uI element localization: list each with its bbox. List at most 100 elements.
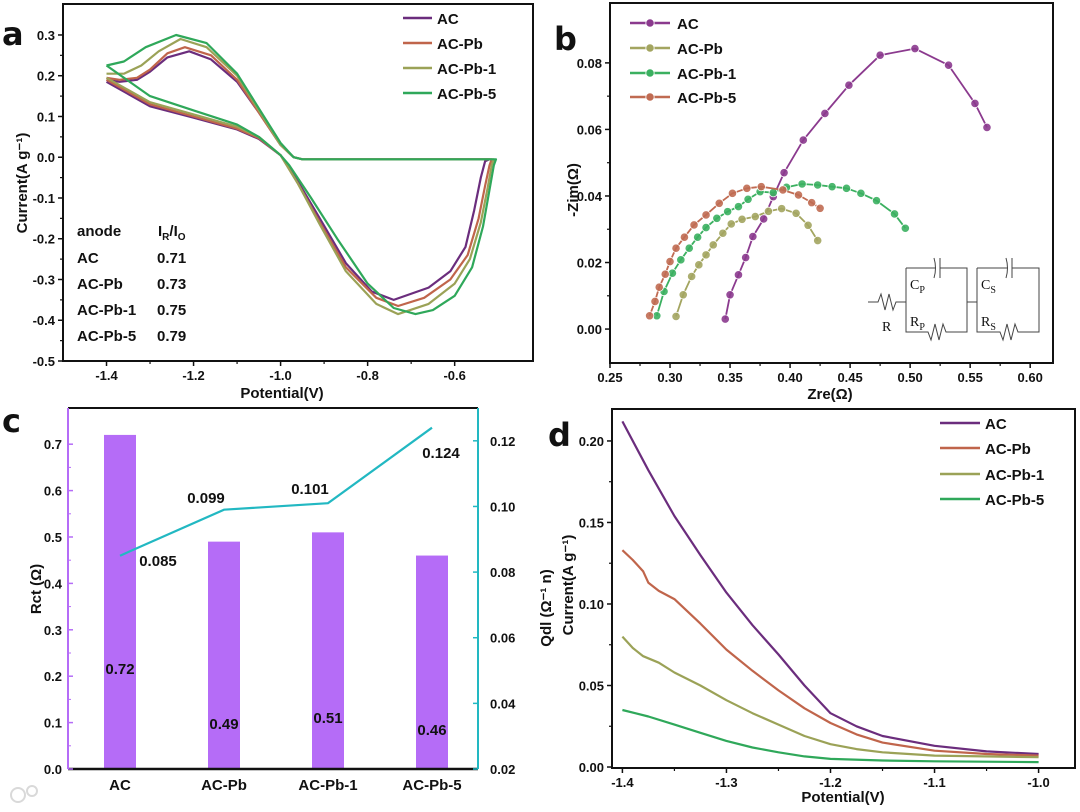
panel-b-data-point bbox=[813, 180, 823, 190]
rct-bar bbox=[416, 555, 448, 769]
panel-b-x-tick-label: 0.50 bbox=[897, 370, 922, 385]
annotation-anode-name: AC-Pb bbox=[77, 276, 123, 293]
panel-b-data-point bbox=[741, 252, 751, 263]
panel-b-data-point bbox=[720, 314, 730, 324]
panel-b-data-point bbox=[665, 256, 675, 267]
panel-c-left-tick-label: 0.5 bbox=[44, 530, 62, 545]
panel-b-data-point bbox=[943, 60, 954, 70]
panel-b-legend-label: AC bbox=[677, 16, 699, 33]
panel-b-x-tick-label: 0.35 bbox=[717, 370, 742, 385]
annotation-ratio-value: 0.75 bbox=[157, 302, 186, 319]
panel-b-y-tick-label: 0.08 bbox=[577, 56, 602, 71]
qdl-value-label: 0.101 bbox=[291, 481, 329, 498]
panel-c-right-y-axis-title: Qdl (Ω⁻¹ n) bbox=[538, 569, 555, 646]
panel-a-y-axis-title: Current(A g⁻¹) bbox=[14, 133, 31, 234]
panel-d-y-tick-label: 0.15 bbox=[579, 515, 604, 530]
panel-b-data-point bbox=[742, 183, 752, 193]
panel-b-data-point bbox=[793, 190, 804, 200]
rct-bar-value-label: 0.51 bbox=[313, 710, 342, 727]
panel-d-x-tick-label: -1.0 bbox=[1027, 775, 1049, 790]
panel-a-y-tick-label: 0.2 bbox=[37, 69, 55, 84]
panel-d-legend-label: AC-Pb-5 bbox=[985, 492, 1044, 509]
panel-b-data-point bbox=[759, 214, 769, 224]
panel-b-series-line-ac-pb-1 bbox=[655, 183, 907, 317]
panel-c-left-tick-label: 0.7 bbox=[44, 437, 62, 452]
panel-d-x-axis-title: Potential(V) bbox=[801, 789, 884, 806]
rct-bar bbox=[208, 541, 240, 769]
panel-b-data-point bbox=[748, 231, 758, 242]
rct-bar-value-label: 0.49 bbox=[209, 716, 238, 733]
panel-b-legend-label: AC-Pb-5 bbox=[677, 90, 736, 107]
panel-b-data-point bbox=[750, 212, 760, 222]
panel-b-data-point bbox=[779, 168, 789, 178]
panel-d-series-line-ac-pb bbox=[621, 549, 1039, 757]
annotation-anode-name: AC bbox=[77, 250, 99, 267]
equivalent-circuit-diagram bbox=[868, 257, 1040, 342]
panel-b-data-point bbox=[791, 208, 801, 218]
panel-d-x-tick-label: -1.1 bbox=[923, 775, 945, 790]
panel-b-data-point bbox=[650, 296, 660, 307]
category-label: AC-Pb bbox=[201, 777, 247, 794]
panel-b-data-point bbox=[684, 243, 694, 253]
category-label: AC-Pb-5 bbox=[402, 777, 461, 794]
annotation-anode-name: AC-Pb-5 bbox=[77, 328, 136, 345]
panel-b-data-point bbox=[815, 203, 825, 213]
qdl-line bbox=[119, 426, 433, 557]
panel-b-data-point bbox=[763, 206, 774, 216]
panel-b-series-line-ac bbox=[724, 47, 988, 320]
panel-c-right-tick-label: 0.06 bbox=[490, 631, 515, 646]
panel-b-data-point bbox=[797, 179, 807, 189]
panel-b-data-point bbox=[970, 98, 980, 109]
panel-d-legend-label: AC-Pb-1 bbox=[985, 467, 1044, 484]
panel-c-y-axis-title: Rct (Ω) bbox=[28, 564, 45, 614]
panel-b-data-point bbox=[694, 260, 704, 270]
panel-a-y-tick-label: 0.1 bbox=[37, 109, 55, 124]
panel-a-legend-label: AC bbox=[437, 11, 459, 28]
panel-a-x-tick-label: -1.0 bbox=[269, 368, 291, 383]
panel-a-y-tick-label: 0.0 bbox=[37, 150, 55, 165]
panel-b-data-point bbox=[875, 50, 885, 60]
panel-b: 0.25 0.30 0.35 0.40 0.45 0.50 0.55 0.60 0.00 0.02… bbox=[577, 2, 1054, 385]
panel-d-y-axis-title: Current(A g⁻¹) bbox=[560, 535, 577, 636]
panel-a-x-tick-label: -0.8 bbox=[356, 368, 378, 383]
panel-d-y-tick-label: 0.00 bbox=[579, 760, 604, 775]
category-label: AC-Pb-1 bbox=[298, 777, 357, 794]
panel-a-y-tick-label: -0.5 bbox=[33, 354, 55, 369]
annotation-header-ratio: IR/IO bbox=[158, 223, 186, 243]
panel-b-data-point bbox=[733, 270, 744, 280]
capacitor-cp-symbol bbox=[933, 257, 941, 279]
panel-a-y-tick-label: -0.3 bbox=[33, 272, 55, 287]
panel-b-legend-marker bbox=[645, 18, 655, 28]
panel-a-plot-frame bbox=[62, 3, 534, 362]
panel-b-data-point bbox=[654, 282, 664, 292]
panel-b-y-tick-label: 0.02 bbox=[577, 256, 602, 271]
panel-b-data-point bbox=[889, 209, 900, 219]
annotation-anode-name: AC-Pb-1 bbox=[77, 302, 136, 319]
panel-b-data-point bbox=[841, 183, 852, 193]
panel-b-data-point bbox=[743, 194, 753, 204]
panel-c-right-tick-label: 0.02 bbox=[490, 762, 515, 777]
panel-d-x-tick-label: -1.3 bbox=[715, 775, 737, 790]
panel-b-data-point bbox=[708, 240, 718, 250]
qdl-value-label: 0.099 bbox=[187, 490, 225, 507]
category-label: AC bbox=[109, 777, 131, 794]
panel-b-data-point bbox=[856, 188, 866, 198]
panel-b-data-point bbox=[727, 188, 738, 198]
annotation-ratio-value: 0.79 bbox=[157, 328, 186, 345]
panel-b-data-point bbox=[726, 219, 736, 229]
panel-b-data-point bbox=[798, 135, 808, 145]
panel-c-right-tick-label: 0.08 bbox=[490, 565, 515, 580]
panel-a-x-axis-title: Potential(V) bbox=[240, 385, 323, 402]
panel-b-data-point bbox=[676, 255, 686, 265]
panel-a-x-tick-label: -0.6 bbox=[443, 368, 465, 383]
panel-d: -1.4 -1.3 -1.2 -1.1 -1.0 0.00 0.05 0.10 0.15 0.20… bbox=[579, 408, 1076, 790]
panel-b-data-point bbox=[756, 182, 766, 192]
panel-d-series-line-ac-pb-1 bbox=[621, 635, 1039, 759]
panel-d-y-tick-label: 0.20 bbox=[579, 434, 604, 449]
watermark-logo bbox=[10, 785, 38, 803]
rct-bar-value-label: 0.46 bbox=[417, 722, 446, 739]
panel-b-data-point bbox=[693, 232, 703, 242]
panel-b-x-tick-label: 0.45 bbox=[837, 370, 862, 385]
resistor-r-symbol bbox=[868, 292, 906, 312]
